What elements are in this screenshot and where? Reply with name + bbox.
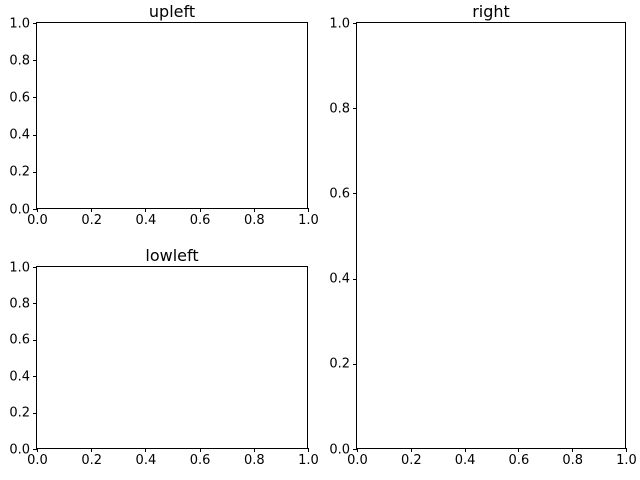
x-tick-mark	[626, 448, 627, 452]
x-tick-label: 0.4	[135, 213, 157, 228]
y-tick-mark	[33, 134, 37, 136]
x-tick-label: 0.4	[454, 453, 476, 468]
y-tick-mark	[33, 449, 37, 450]
x-tick-label: 0.8	[562, 453, 584, 468]
x-tick-label: 1.0	[616, 453, 637, 468]
x-tick-label: 0.0	[27, 453, 48, 468]
y-tick-label: 1.0	[9, 16, 30, 31]
y-tick-mark	[353, 363, 357, 365]
y-tick-label: 0.2	[329, 356, 350, 372]
x-tick-label: 0.8	[243, 453, 265, 468]
x-tick-mark	[91, 208, 93, 212]
y-tick-label: 0.4	[329, 271, 350, 287]
axes-right: right 0.0 0.2 0.4 0.6 0.8 1.0 0.0 0.2 0.4 0.6 0.8 1…	[329, 4, 637, 468]
y-tick-label: 0.6	[9, 90, 30, 106]
y-tick-label: 0.4	[9, 127, 30, 143]
y-tick-label: 0.2	[9, 164, 30, 180]
x-tick-mark	[464, 448, 466, 452]
x-tick-mark	[91, 448, 93, 452]
y-tick-label: 0.4	[9, 369, 30, 385]
y-tick-label: 0.2	[9, 405, 30, 421]
y-tick-label: 0.0	[9, 442, 30, 457]
x-tick-label: 0.8	[243, 213, 265, 228]
y-tick-mark	[33, 339, 37, 341]
y-tick-label: 0.8	[9, 53, 30, 69]
x-tick-label: 0.2	[400, 453, 422, 468]
x-tick-label: 0.0	[347, 453, 368, 468]
x-tick-label: 0.0	[27, 213, 48, 228]
axes-lowleft: lowleft 0.0 0.2 0.4 0.6 0.8 1.0 0.0 0.2 0.4 0.6 0.…	[9, 248, 319, 468]
axes-upleft: upleft 0.0 0.2 0.4 0.6 0.8 1.0 0.0 0.2 0.4 0.6 0.8…	[9, 4, 319, 228]
y-tick-label: 0.8	[329, 101, 350, 117]
y-tick-label: 1.0	[329, 16, 350, 31]
x-tick-mark	[199, 448, 201, 452]
axes-title-right: right	[472, 2, 510, 21]
x-tick-mark	[145, 208, 147, 212]
x-tick-mark	[357, 448, 358, 452]
x-tick-label: 0.6	[189, 213, 211, 228]
x-tick-label: 0.2	[81, 453, 103, 468]
x-tick-mark	[253, 208, 255, 212]
x-tick-mark	[37, 448, 38, 452]
x-tick-label: 0.2	[81, 213, 103, 228]
y-tick-label: 1.0	[9, 260, 30, 275]
x-tick-label: 0.6	[508, 453, 530, 468]
x-tick-mark	[145, 448, 147, 452]
y-tick-mark	[353, 193, 357, 195]
y-tick-mark	[33, 412, 37, 414]
y-tick-label: 0.0	[329, 442, 350, 457]
axes-title-upleft: upleft	[148, 2, 196, 21]
x-tick-label: 0.4	[135, 453, 157, 468]
x-tick-label: 1.0	[298, 453, 319, 468]
x-tick-mark	[410, 448, 412, 452]
axes-title-lowleft: lowleft	[145, 246, 199, 265]
y-tick-mark	[33, 376, 37, 378]
x-tick-mark	[308, 208, 309, 212]
y-tick-mark	[33, 97, 37, 99]
x-tick-mark	[572, 448, 574, 452]
y-tick-label: 0.6	[9, 332, 30, 348]
x-tick-label: 1.0	[298, 213, 319, 228]
y-tick-mark	[353, 449, 357, 450]
y-tick-mark	[353, 278, 357, 280]
y-tick-mark	[33, 267, 37, 268]
y-tick-mark	[33, 303, 37, 305]
x-tick-label: 0.6	[189, 453, 211, 468]
y-tick-mark	[353, 23, 357, 24]
x-tick-mark	[518, 448, 520, 452]
x-tick-mark	[37, 208, 38, 212]
y-tick-mark	[353, 108, 357, 110]
y-tick-label: 0.8	[9, 296, 30, 312]
y-tick-label: 0.6	[329, 186, 350, 202]
y-tick-mark	[33, 23, 37, 24]
x-tick-mark	[253, 448, 255, 452]
y-tick-mark	[33, 171, 37, 173]
y-tick-mark	[33, 60, 37, 62]
x-tick-mark	[199, 208, 201, 212]
x-tick-mark	[308, 448, 309, 452]
y-tick-mark	[33, 209, 37, 210]
y-tick-label: 0.0	[9, 202, 30, 217]
